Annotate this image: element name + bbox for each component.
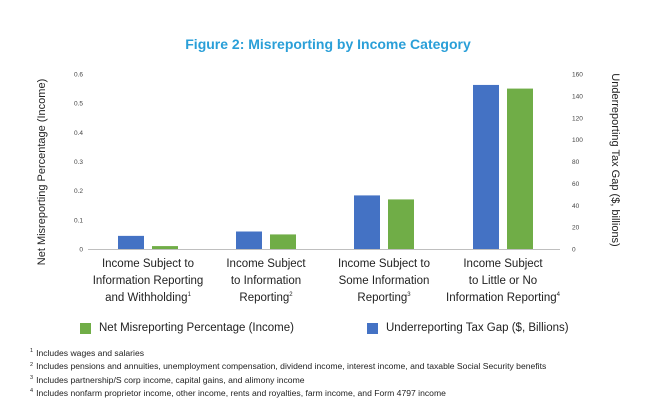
y-tick-right: 0	[572, 247, 576, 254]
footnote: 3 Includes partnership/S corp income, cap…	[30, 374, 305, 385]
x-category-label: Income Subject to Information Reporting2	[226, 258, 306, 304]
y-tick-right: 40	[572, 203, 580, 210]
bar-net-misreporting	[388, 199, 414, 249]
y-tick-left: 0.3	[74, 159, 83, 166]
bar-tax-gap	[473, 84, 499, 249]
y-tick-right: 140	[572, 93, 583, 100]
y-tick-left: 0.6	[74, 72, 83, 79]
footnotes: 1 Includes wages and salaries 2 Includes pe…	[30, 347, 640, 401]
bar-tax-gap	[354, 195, 380, 249]
y-axis-title-right: Underreporting Tax Gap ($, billions)	[609, 73, 621, 246]
bar-tax-gap	[118, 235, 144, 249]
y-tick-left: 0.4	[74, 130, 83, 137]
y-tick-right: 20	[572, 225, 580, 232]
footnote: 1 Includes wages and salaries	[30, 348, 145, 358]
x-category-label: Income Subject to Information Reporting an…	[92, 258, 204, 304]
y-tick-right: 100	[572, 137, 583, 144]
y-tick-right: 120	[572, 115, 583, 122]
y-tick-left: 0.2	[74, 188, 83, 195]
y-tick-right: 80	[572, 159, 580, 166]
legend-swatch-blue	[367, 322, 378, 334]
bar-tax-gap	[236, 231, 262, 249]
legend-swatch-green	[80, 322, 91, 334]
legend-label: Net Misreporting Percentage (Income)	[99, 322, 294, 334]
x-category-label: Income Subject to Some Information Reporti…	[337, 258, 431, 304]
x-category-label: Income Subject to Little or No Information…	[446, 258, 560, 304]
chart-title: Figure 2: Misreporting by Income Categor…	[185, 36, 471, 52]
y-tick-right: 60	[572, 181, 580, 188]
bar-net-misreporting	[152, 246, 178, 249]
legend-item-tax-gap: Underreporting Tax Gap ($, Billions)	[367, 322, 569, 334]
legend-label: Underreporting Tax Gap ($, Billions)	[386, 322, 569, 334]
y-tick-left: 0.5	[74, 101, 83, 108]
footnote: 4 Includes nonfarm proprietor income, oth…	[30, 388, 446, 399]
legend-item-net-misreporting: Net Misreporting Percentage (Income)	[80, 322, 294, 334]
y-tick-left: 0.1	[74, 217, 83, 224]
footnote: 2 Includes pensions and annuities, unempl…	[30, 361, 547, 372]
bar-net-misreporting	[270, 234, 296, 249]
y-tick-left: 0	[79, 247, 83, 254]
bar-net-misreporting	[507, 88, 533, 249]
y-axis-title-left: Net Misreporting Percentage (Income)	[36, 79, 48, 265]
y-tick-right: 160	[572, 72, 583, 79]
